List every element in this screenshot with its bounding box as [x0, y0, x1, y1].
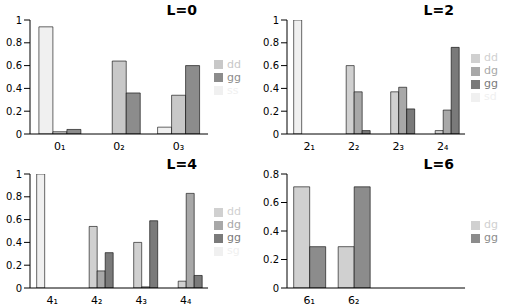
svg-text:4₄: 4₄ — [180, 294, 192, 307]
html-text:dd: dd — [227, 57, 241, 71]
svg-text:0.2: 0.2 — [8, 260, 22, 271]
html-text:dd: dd — [227, 205, 241, 218]
svg-text:1: 1 — [273, 15, 279, 26]
html-text:L=4: L=4 — [166, 156, 197, 172]
svg-text:0₃: 0₃ — [173, 140, 184, 153]
html-text:sd: sd — [484, 90, 497, 103]
svg-text:0.6: 0.6 — [263, 60, 279, 71]
svg-text:6₁: 6₁ — [304, 294, 315, 307]
html-text:gg: gg — [484, 77, 498, 90]
html-text:L=6: L=6 — [423, 156, 454, 172]
html-text:sg: sg — [227, 244, 240, 257]
svg-text:0.4: 0.4 — [8, 237, 22, 248]
html-text:dg: dg — [227, 218, 241, 231]
svg-text:1: 1 — [16, 15, 22, 26]
svg-text:0: 0 — [273, 129, 279, 140]
html-text:L=0: L=0 — [166, 2, 197, 18]
svg-text:0.2: 0.2 — [8, 106, 22, 117]
svg-text:0.8: 0.8 — [263, 37, 279, 48]
html-text:dd: dd — [484, 51, 498, 64]
svg-text:0.2: 0.2 — [263, 106, 279, 117]
svg-text:0.8: 0.8 — [8, 37, 22, 48]
svg-text:2₂: 2₂ — [348, 140, 359, 153]
svg-text:0: 0 — [16, 129, 22, 140]
html-text:gg: gg — [227, 231, 241, 244]
svg-text:0: 0 — [273, 283, 279, 294]
svg-text:2₁: 2₁ — [304, 140, 315, 153]
svg-text:4₂: 4₂ — [91, 294, 102, 307]
html-text:dg: dg — [484, 218, 498, 231]
html-text:L=2: L=2 — [423, 2, 454, 18]
svg-text:0.4: 0.4 — [8, 83, 22, 94]
html-text:gg: gg — [227, 70, 241, 84]
html-text:ss: ss — [227, 83, 239, 97]
svg-text:0.4: 0.4 — [263, 83, 279, 94]
html-text:gg: gg — [484, 231, 498, 244]
svg-text:0: 0 — [16, 283, 22, 294]
svg-text:0.6: 0.6 — [8, 60, 22, 71]
svg-text:0₂: 0₂ — [113, 140, 124, 153]
svg-text:1: 1 — [16, 169, 22, 180]
svg-text:6₂: 6₂ — [348, 294, 359, 307]
svg-text:4₃: 4₃ — [136, 294, 147, 307]
svg-text:0.6: 0.6 — [8, 214, 22, 225]
svg-text:2₃: 2₃ — [393, 140, 404, 153]
svg-text:0.6: 0.6 — [263, 197, 279, 208]
svg-text:0.2: 0.2 — [263, 254, 279, 265]
svg-text:0.8: 0.8 — [263, 169, 279, 180]
html-text:dg: dg — [484, 64, 498, 77]
svg-text:0.8: 0.8 — [8, 191, 22, 202]
svg-text:0.4: 0.4 — [263, 226, 279, 237]
svg-text:2₄: 2₄ — [437, 140, 449, 153]
svg-text:0₁: 0₁ — [54, 140, 65, 153]
svg-text:4₁: 4₁ — [47, 294, 58, 307]
